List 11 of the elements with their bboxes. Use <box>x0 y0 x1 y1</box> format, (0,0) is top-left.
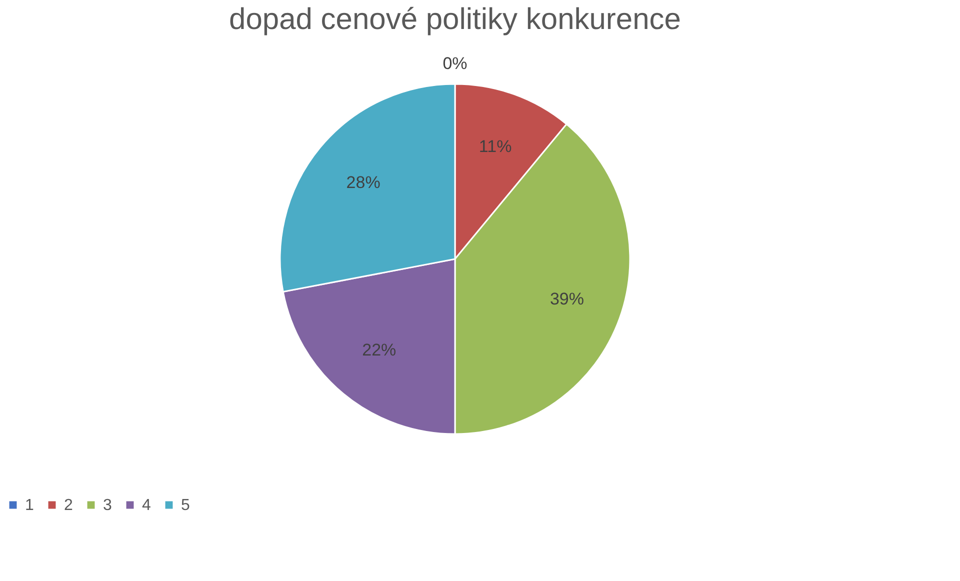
chart-title: dopad cenové politiky konkurence <box>229 3 681 36</box>
data-label: 39% <box>550 289 584 308</box>
legend-label: 4 <box>142 497 151 514</box>
legend-label: 2 <box>64 497 73 514</box>
legend-label: 5 <box>181 497 190 514</box>
legend-label: 3 <box>103 497 112 514</box>
data-label: 28% <box>346 173 380 192</box>
data-label: 22% <box>362 340 396 360</box>
text: 0% <box>442 54 468 73</box>
data-label: 11% <box>478 137 512 156</box>
legend-label: 1 <box>25 497 34 514</box>
